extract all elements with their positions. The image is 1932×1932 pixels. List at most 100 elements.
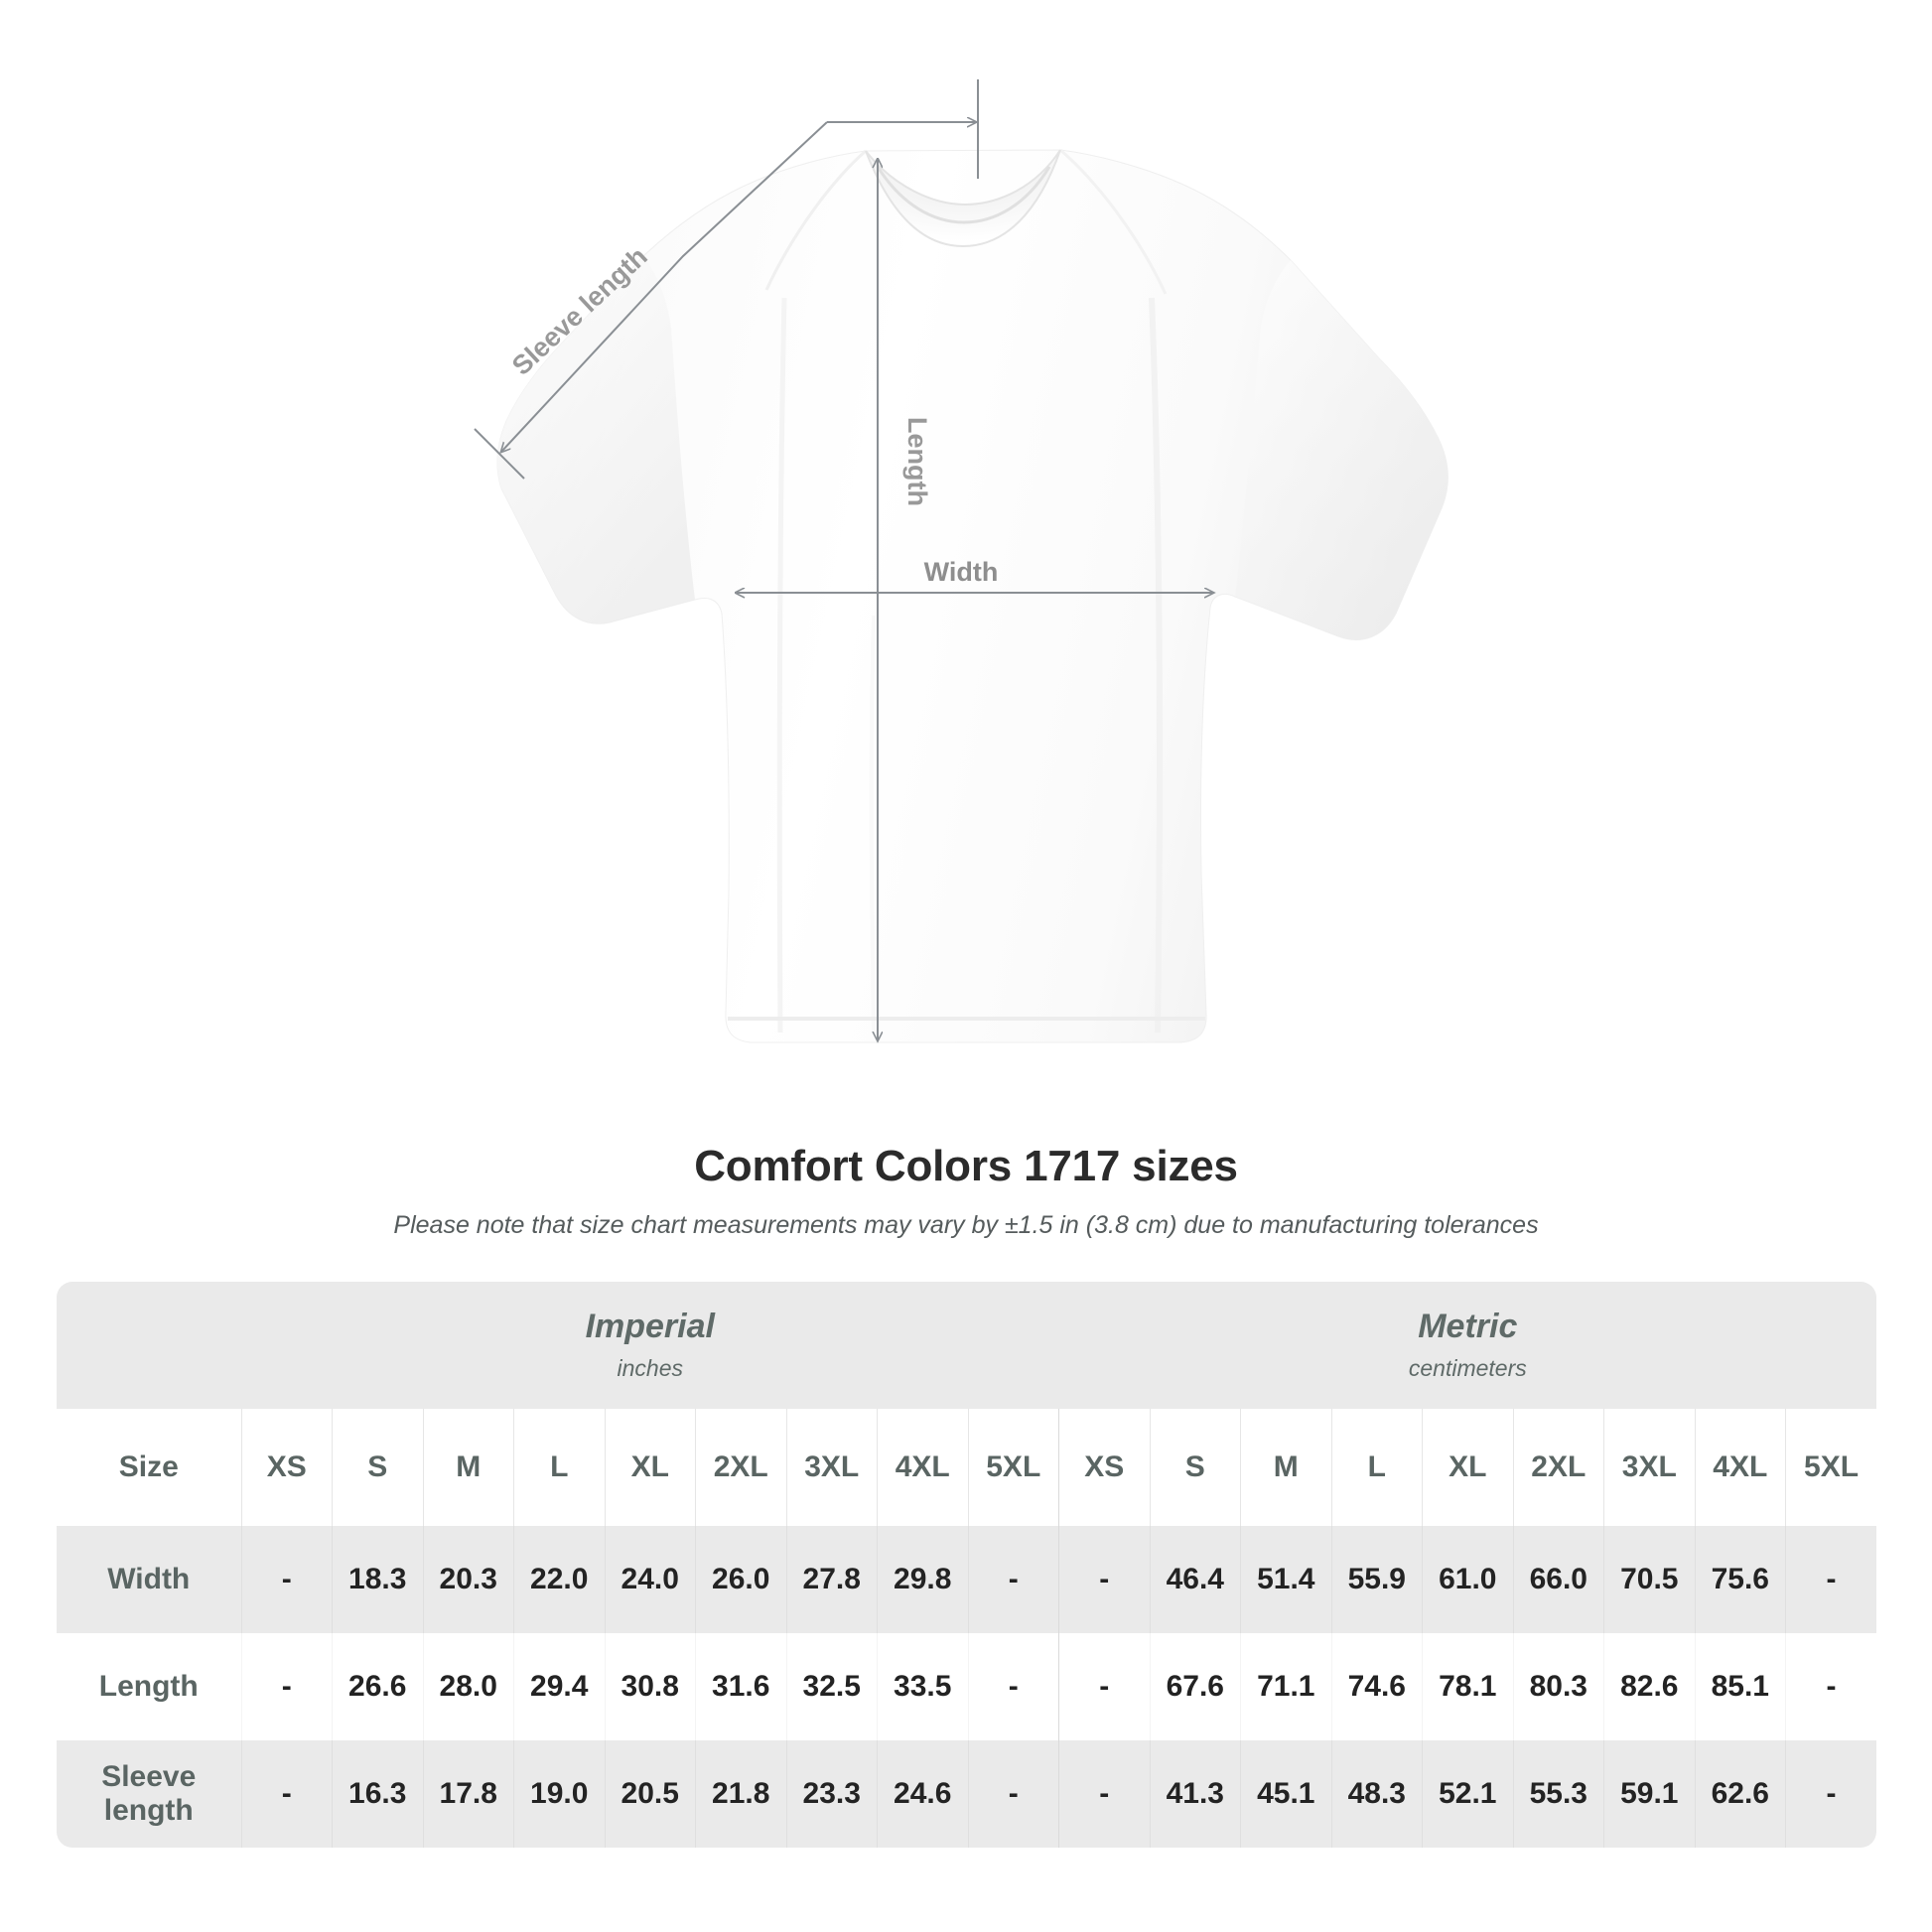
cell-width-metric-m: 51.4 <box>1240 1526 1332 1633</box>
cell-sleeve-metric-2xl: 55.3 <box>1512 1740 1604 1848</box>
cell-width-metric-xs: - <box>1058 1526 1151 1633</box>
cell-length-metric-4xl: 85.1 <box>1694 1633 1786 1740</box>
cell-sleeve-imperial-xl: 20.5 <box>604 1740 696 1848</box>
cell-width-imperial-l: 22.0 <box>513 1526 605 1633</box>
cell-sleeve-imperial-4xl: 24.6 <box>877 1740 968 1848</box>
cell-length-metric-s: 67.6 <box>1149 1633 1241 1740</box>
unit-banner-imperial: Imperial inches <box>241 1282 1059 1409</box>
table-row: Length - 26.6 28.0 29.4 30.8 31.6 32.5 3… <box>57 1633 1877 1740</box>
cell-length-metric-m: 71.1 <box>1240 1633 1332 1740</box>
cell-sleeve-metric-l: 48.3 <box>1330 1740 1423 1848</box>
size-header-label: Size <box>57 1409 241 1526</box>
page-title: Comfort Colors 1717 sizes <box>694 1142 1238 1190</box>
page-subtitle: Please note that size chart measurements… <box>393 1211 1539 1239</box>
size-header-imperial-3xl: 3XL <box>785 1409 878 1526</box>
size-header-metric-4xl: 4XL <box>1694 1409 1786 1526</box>
table-row: Width - 18.3 20.3 22.0 24.0 26.0 27.8 29… <box>57 1526 1877 1633</box>
width-label: Width <box>924 557 999 587</box>
cell-length-metric-5xl: - <box>1785 1633 1877 1740</box>
cell-length-imperial-4xl: 33.5 <box>877 1633 968 1740</box>
size-header-imperial-xl: XL <box>604 1409 696 1526</box>
size-header-row: Size XS S M L XL 2XL 3XL 4XL 5XL XS S M … <box>57 1409 1877 1526</box>
heading-block: Comfort Colors 1717 sizes Please note th… <box>0 1142 1932 1240</box>
length-label: Length <box>902 417 932 506</box>
tshirt-garment <box>496 148 1449 1043</box>
cell-length-imperial-xl: 30.8 <box>604 1633 696 1740</box>
cell-sleeve-metric-3xl: 59.1 <box>1603 1740 1696 1848</box>
cell-width-imperial-2xl: 26.0 <box>695 1526 786 1633</box>
cell-sleeve-imperial-2xl: 21.8 <box>695 1740 786 1848</box>
size-header-metric-m: M <box>1240 1409 1332 1526</box>
cell-sleeve-imperial-5xl: - <box>967 1740 1059 1848</box>
metric-sublabel: centimeters <box>1408 1354 1527 1381</box>
cell-width-imperial-s: 18.3 <box>332 1526 423 1633</box>
size-table: Imperial inches Metric centimeters Size … <box>57 1282 1877 1848</box>
size-header-metric-2xl: 2XL <box>1512 1409 1604 1526</box>
cell-width-imperial-xl: 24.0 <box>604 1526 696 1633</box>
cell-sleeve-metric-4xl: 62.6 <box>1694 1740 1786 1848</box>
sleeve-length-guide <box>474 79 979 480</box>
cell-width-imperial-4xl: 29.8 <box>877 1526 968 1633</box>
cell-width-metric-3xl: 70.5 <box>1603 1526 1696 1633</box>
cell-sleeve-imperial-xs: - <box>240 1740 333 1848</box>
size-header-imperial-5xl: 5XL <box>967 1409 1059 1526</box>
size-header-metric-xs: XS <box>1058 1409 1151 1526</box>
size-table-wrapper: Imperial inches Metric centimeters Size … <box>57 1282 1877 1848</box>
row-label-length: Length <box>57 1633 241 1740</box>
cell-sleeve-metric-m: 45.1 <box>1240 1740 1332 1848</box>
cell-width-metric-2xl: 66.0 <box>1512 1526 1604 1633</box>
imperial-sublabel: inches <box>617 1354 683 1381</box>
unit-banner-metric: Metric centimeters <box>1058 1282 1877 1409</box>
cell-length-imperial-m: 28.0 <box>422 1633 514 1740</box>
cell-length-metric-l: 74.6 <box>1330 1633 1423 1740</box>
size-header-imperial-2xl: 2XL <box>695 1409 786 1526</box>
measurement-guides <box>474 79 1213 1040</box>
cell-sleeve-imperial-m: 17.8 <box>422 1740 514 1848</box>
size-header-imperial-4xl: 4XL <box>877 1409 968 1526</box>
cell-sleeve-metric-xs: - <box>1058 1740 1151 1848</box>
cell-sleeve-metric-xl: 52.1 <box>1422 1740 1514 1848</box>
cell-sleeve-metric-5xl: - <box>1785 1740 1877 1848</box>
cell-length-metric-3xl: 82.6 <box>1603 1633 1696 1740</box>
cell-width-metric-4xl: 75.6 <box>1694 1526 1786 1633</box>
unit-banner-spacer <box>57 1282 241 1409</box>
imperial-label: Imperial <box>585 1308 715 1346</box>
cell-length-imperial-xs: - <box>240 1633 333 1740</box>
cell-width-imperial-xs: - <box>240 1526 333 1633</box>
size-header-imperial-l: L <box>513 1409 605 1526</box>
cell-length-imperial-l: 29.4 <box>513 1633 605 1740</box>
cell-width-imperial-m: 20.3 <box>422 1526 514 1633</box>
cell-width-imperial-5xl: - <box>967 1526 1059 1633</box>
size-header-metric-l: L <box>1330 1409 1423 1526</box>
cell-length-metric-2xl: 80.3 <box>1512 1633 1604 1740</box>
cell-width-metric-l: 55.9 <box>1330 1526 1423 1633</box>
size-header-metric-s: S <box>1149 1409 1241 1526</box>
cell-sleeve-imperial-3xl: 23.3 <box>785 1740 878 1848</box>
cell-sleeve-imperial-l: 19.0 <box>513 1740 605 1848</box>
cell-length-imperial-5xl: - <box>967 1633 1059 1740</box>
size-header-imperial-s: S <box>332 1409 423 1526</box>
cell-width-metric-5xl: - <box>1785 1526 1877 1633</box>
cell-width-metric-s: 46.4 <box>1149 1526 1241 1633</box>
size-header-metric-3xl: 3XL <box>1603 1409 1696 1526</box>
size-header-imperial-xs: XS <box>240 1409 333 1526</box>
cell-width-metric-xl: 61.0 <box>1422 1526 1514 1633</box>
table-row: Sleeve length - 16.3 17.8 19.0 20.5 21.8… <box>57 1740 1877 1848</box>
cell-length-metric-xl: 78.1 <box>1422 1633 1514 1740</box>
cell-length-imperial-s: 26.6 <box>332 1633 423 1740</box>
size-header-imperial-m: M <box>422 1409 514 1526</box>
metric-label: Metric <box>1418 1308 1518 1346</box>
cell-sleeve-imperial-s: 16.3 <box>332 1740 423 1848</box>
size-header-metric-5xl: 5XL <box>1785 1409 1877 1526</box>
cell-length-metric-xs: - <box>1058 1633 1151 1740</box>
cell-length-imperial-3xl: 32.5 <box>785 1633 878 1740</box>
unit-banner-row: Imperial inches Metric centimeters <box>57 1282 1877 1409</box>
cell-length-imperial-2xl: 31.6 <box>695 1633 786 1740</box>
cell-width-imperial-3xl: 27.8 <box>785 1526 878 1633</box>
tshirt-diagram: Sleeve length Length Width <box>474 79 1449 1112</box>
size-header-metric-xl: XL <box>1422 1409 1514 1526</box>
tshirt-illustration: Sleeve length Length Width <box>474 79 1449 1112</box>
row-label-sleeve-length: Sleeve length <box>57 1740 241 1848</box>
row-label-width: Width <box>57 1526 241 1633</box>
